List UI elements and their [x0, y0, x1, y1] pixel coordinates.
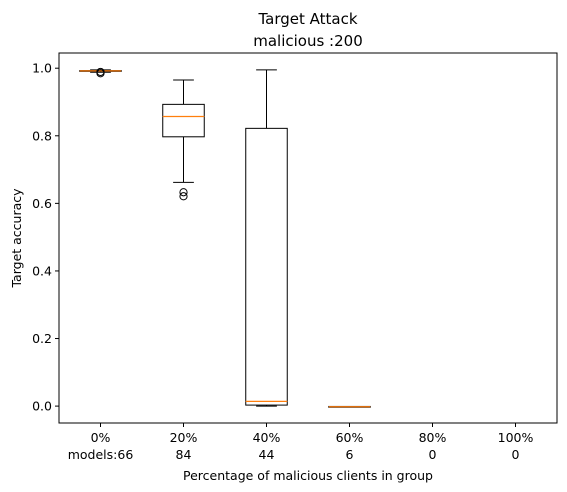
x-tick-count-label: 44 [259, 447, 275, 462]
x-tick-count-label: 6 [346, 447, 354, 462]
x-tick-label: 40% [253, 430, 281, 445]
box [245, 127, 288, 406]
y-tick-label: 0.0 [32, 399, 52, 414]
outlier-point [179, 192, 188, 201]
box [162, 103, 205, 138]
y-tick-label: 0.2 [32, 331, 52, 346]
y-tick-label: 0.8 [32, 128, 52, 143]
x-tick-count-label: models:66 [68, 447, 134, 462]
chart-title-line2: malicious :200 [253, 32, 363, 50]
y-tick-label: 0.4 [32, 263, 52, 278]
chart-title-line1: Target Attack [257, 10, 357, 28]
axes-frame [58, 52, 558, 424]
x-tick-count-label: 0 [429, 447, 437, 462]
x-tick-label: 20% [170, 430, 198, 445]
x-tick-label: 0% [91, 430, 111, 445]
outlier-point [96, 67, 105, 77]
y-axis-label: Target accuracy [9, 188, 24, 289]
outlier-point [179, 188, 188, 197]
x-tick-label: 100% [498, 430, 534, 445]
x-tick-count-label: 84 [176, 447, 192, 462]
x-tick-label: 80% [419, 430, 447, 445]
x-axis-label: Percentage of malicious clients in group [183, 468, 433, 483]
x-tick-count-label: 0 [512, 447, 520, 462]
y-tick-label: 0.6 [32, 196, 52, 211]
y-tick-label: 1.0 [32, 61, 52, 76]
plot-area: 0.0 0.2 0.4 0.6 0.8 1.0 0% models:66 20% 84 40% 44 6… [32, 61, 533, 462]
x-tick-label: 60% [336, 430, 364, 445]
